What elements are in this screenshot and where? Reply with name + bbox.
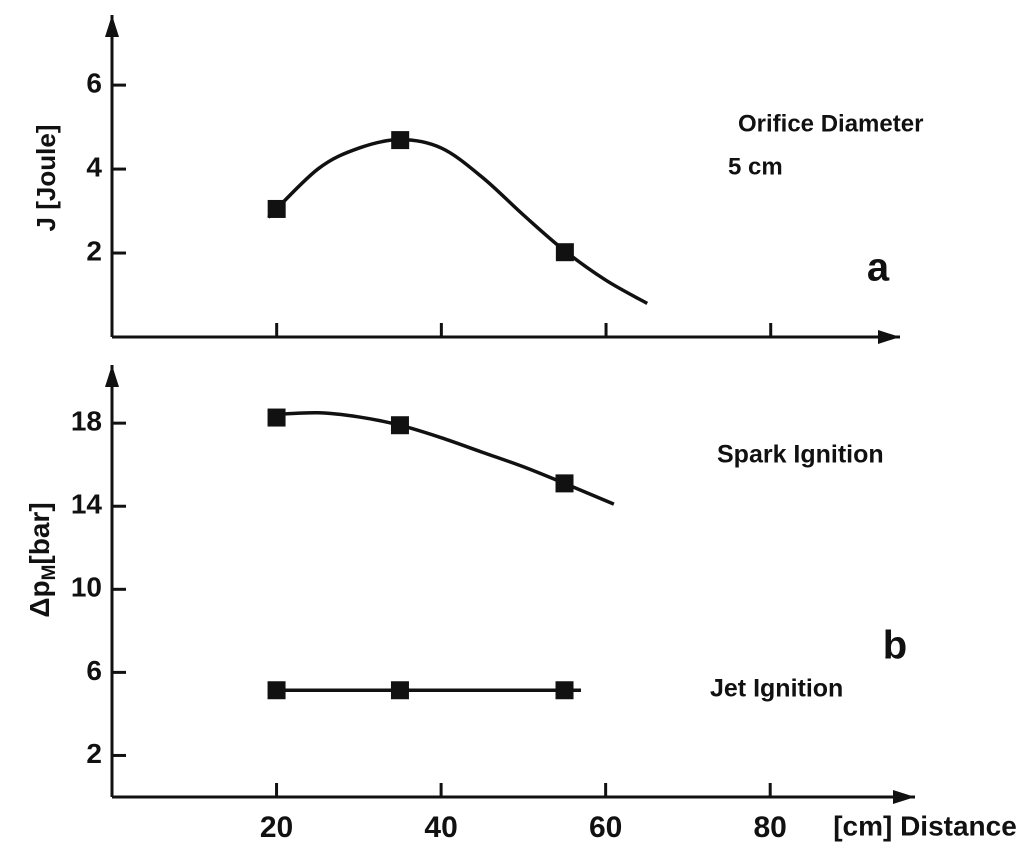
y-tick-label: 18 [71, 406, 102, 437]
x-tick-label: 20 [260, 811, 293, 843]
marker [267, 199, 286, 218]
fit-curve [268, 410, 615, 506]
x-axis-label: [cm] Distance [833, 810, 1017, 841]
series-label: Jet Ignition [710, 675, 843, 703]
y-axis-label: ΔpM[bar] [24, 502, 60, 617]
y-tick-label: 2 [86, 738, 102, 769]
annotation: 5 cm [728, 153, 783, 180]
marker [555, 681, 574, 700]
marker [555, 243, 574, 262]
y-tick-label: 10 [71, 572, 102, 603]
annotation: Orifice Diameter [738, 110, 923, 137]
y-label-main: Δp [24, 580, 55, 617]
y-tick-label: 6 [86, 68, 102, 99]
x-tick-label: 60 [589, 811, 622, 843]
panel-label: b [883, 624, 907, 668]
y-label-sub: M [39, 565, 60, 581]
y-tick-label: 2 [86, 235, 102, 266]
y-axis-label: J [Joule] [31, 125, 61, 232]
y-label-unit: [bar] [24, 502, 55, 564]
y-arrow [105, 365, 119, 387]
fit-curve [267, 137, 649, 305]
y-arrow [105, 15, 119, 37]
x-tick-label: 80 [754, 811, 787, 843]
marker [267, 408, 286, 427]
marker [390, 681, 409, 700]
x-arrow [878, 330, 900, 344]
x-tick-label: 40 [424, 811, 457, 843]
panel-label: a [867, 246, 890, 290]
y-tick-label: 4 [86, 151, 102, 182]
marker [391, 131, 410, 150]
y-tick-label: 6 [86, 655, 102, 686]
marker [267, 681, 286, 700]
series-label: Spark Ignition [717, 441, 884, 469]
marker [555, 474, 574, 493]
x-arrow [893, 790, 915, 804]
marker [390, 416, 409, 435]
y-tick-label: 14 [71, 489, 103, 520]
